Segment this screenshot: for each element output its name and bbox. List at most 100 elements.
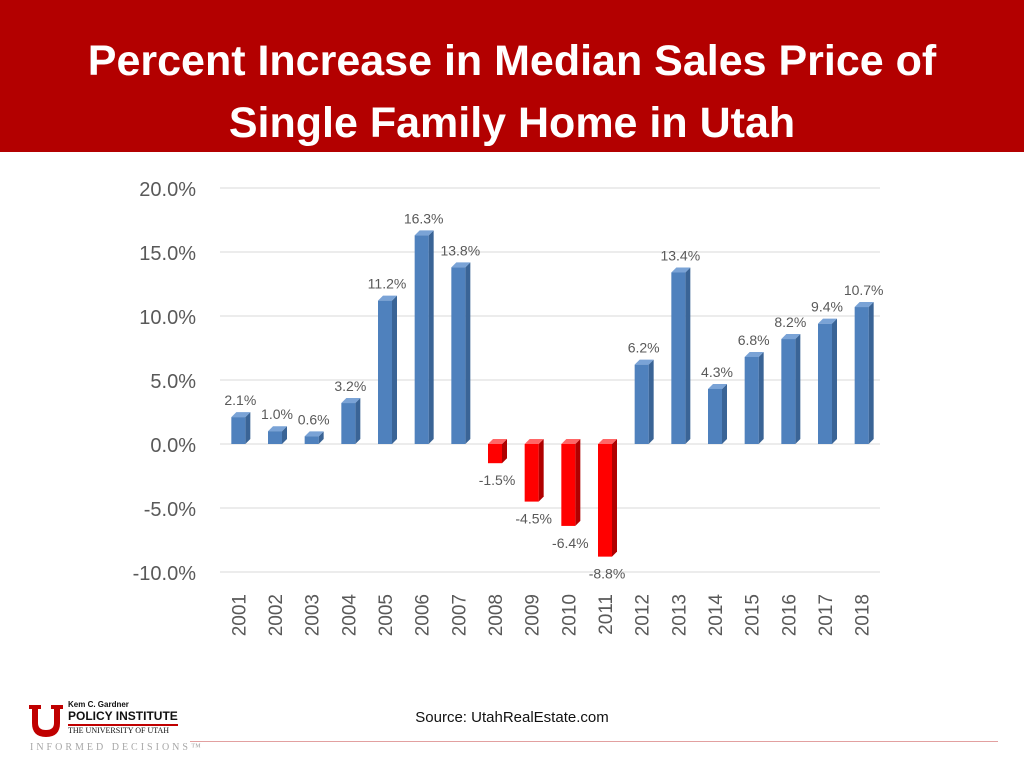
bar-side	[832, 318, 837, 444]
bar-top	[304, 431, 324, 437]
bar-2011	[598, 439, 617, 557]
y-tick-label: 5.0%	[150, 371, 196, 393]
bar-2007	[451, 262, 471, 444]
bar-side	[392, 295, 397, 444]
bar-2009	[524, 439, 544, 502]
bar-2004	[341, 398, 361, 444]
data-label: 16.3%	[404, 210, 444, 226]
data-label: 3.2%	[334, 378, 366, 394]
bar-2010	[561, 439, 581, 526]
bar-2016	[781, 334, 801, 444]
slide-title-line-1: Percent Increase in Median Sales Price o…	[87, 37, 937, 85]
data-label: 0.6%	[298, 411, 330, 427]
x-tick-label: 2011	[596, 594, 617, 635]
y-tick-label: -10.0%	[133, 563, 197, 585]
x-tick-label: 2015	[743, 594, 764, 636]
bar-front	[451, 267, 466, 444]
logo-sub-text: THE UNIVERSITY OF UTAH	[68, 726, 170, 735]
x-tick-label: 2008	[486, 594, 507, 636]
x-tick-label: 2002	[266, 594, 287, 636]
bar-top	[598, 439, 617, 444]
x-tick-label: 2012	[633, 594, 654, 636]
bar-side	[758, 351, 764, 444]
y-axis-ticks: 20.0% 15.0% 10.0% 5.0% 0.0% -5.0% -10.0%	[133, 179, 197, 585]
y-tick-label: 0.0%	[150, 435, 196, 457]
bar-side	[355, 398, 361, 444]
bar-top	[378, 295, 397, 301]
bar-2015	[744, 351, 764, 444]
bar-front	[781, 339, 796, 444]
bar-top	[818, 318, 837, 324]
bar-front	[378, 300, 392, 444]
data-label: 6.8%	[738, 332, 770, 348]
bar-top	[341, 398, 361, 404]
bar-side	[868, 302, 874, 444]
data-label: 13.4%	[660, 247, 700, 263]
bar-front	[268, 431, 282, 444]
bar-top	[634, 359, 654, 365]
bar-front	[561, 444, 576, 526]
bar-top	[561, 439, 581, 444]
bar-front	[818, 323, 832, 444]
x-tick-label: 2004	[339, 594, 360, 637]
x-tick-label: 2006	[413, 594, 434, 636]
y-tick-label: -5.0%	[144, 499, 196, 521]
bar-top	[708, 383, 727, 389]
bar-front	[231, 417, 246, 444]
y-tick-label: 15.0%	[139, 243, 196, 265]
bar-2001	[231, 412, 251, 444]
bar-2018	[854, 302, 874, 444]
bar-top	[268, 426, 287, 432]
bar-side	[648, 359, 654, 444]
bar-2017	[818, 318, 837, 444]
logo-small-text: Kem C. Gardner	[68, 700, 129, 709]
x-tick-label: 2014	[706, 594, 727, 637]
bar-front	[634, 364, 649, 444]
bar-chart: 20.0% 15.0% 10.0% 5.0% 0.0% -5.0% -10.0% 2.1% 1…	[133, 179, 884, 637]
university-u-logo-icon	[29, 705, 63, 737]
bar-front	[488, 444, 502, 464]
data-label: -1.5%	[479, 472, 516, 488]
x-tick-label: 2001	[229, 594, 250, 636]
data-label: -4.5%	[515, 511, 552, 527]
bar-2014	[708, 383, 727, 444]
bar-2005	[378, 295, 397, 444]
data-label: 2.1%	[224, 392, 256, 408]
bar-side	[245, 412, 251, 444]
y-tick-label: 20.0%	[139, 179, 196, 201]
bar-2006	[414, 230, 434, 444]
x-tick-label: 2005	[376, 594, 397, 636]
data-label: 11.2%	[368, 276, 407, 292]
gridlines	[220, 187, 880, 573]
bar-top	[671, 267, 691, 273]
bar-2002	[268, 426, 287, 444]
bar-side	[502, 439, 507, 464]
bar-2003	[304, 431, 324, 444]
x-tick-label: 2009	[523, 594, 544, 636]
bar-side	[465, 262, 471, 444]
bar-side	[538, 439, 544, 502]
data-label: 4.3%	[701, 364, 733, 380]
x-tick-label: 2007	[449, 594, 470, 636]
slide-title-line-2: Single Family Home in Utah	[228, 99, 796, 147]
bar-top	[524, 439, 544, 444]
bar-top	[414, 230, 434, 236]
data-label: 1.0%	[261, 406, 293, 422]
bar-2012	[634, 359, 654, 444]
footer-divider	[190, 741, 998, 742]
data-label: 10.7%	[844, 282, 884, 298]
bar-side	[685, 267, 691, 444]
bar-side	[795, 334, 801, 444]
policy-institute-logo: Kem C. Gardner POLICY INSTITUTE THE UNIV…	[28, 700, 228, 760]
bar-front	[598, 444, 612, 557]
bar-front	[341, 403, 356, 444]
logo-tagline: INFORMED DECISIONS™	[30, 742, 204, 753]
bar-front	[744, 356, 759, 444]
data-label: 9.4%	[811, 299, 843, 315]
bar-side	[428, 230, 434, 444]
x-axis-ticks: 2001 2002 2003 2004 2005 2006 2007 2008 2009 2010…	[229, 594, 873, 637]
bar-top	[488, 439, 507, 444]
bar-side	[612, 439, 617, 557]
data-label: 6.2%	[628, 340, 660, 356]
x-tick-label: 2018	[853, 594, 874, 636]
